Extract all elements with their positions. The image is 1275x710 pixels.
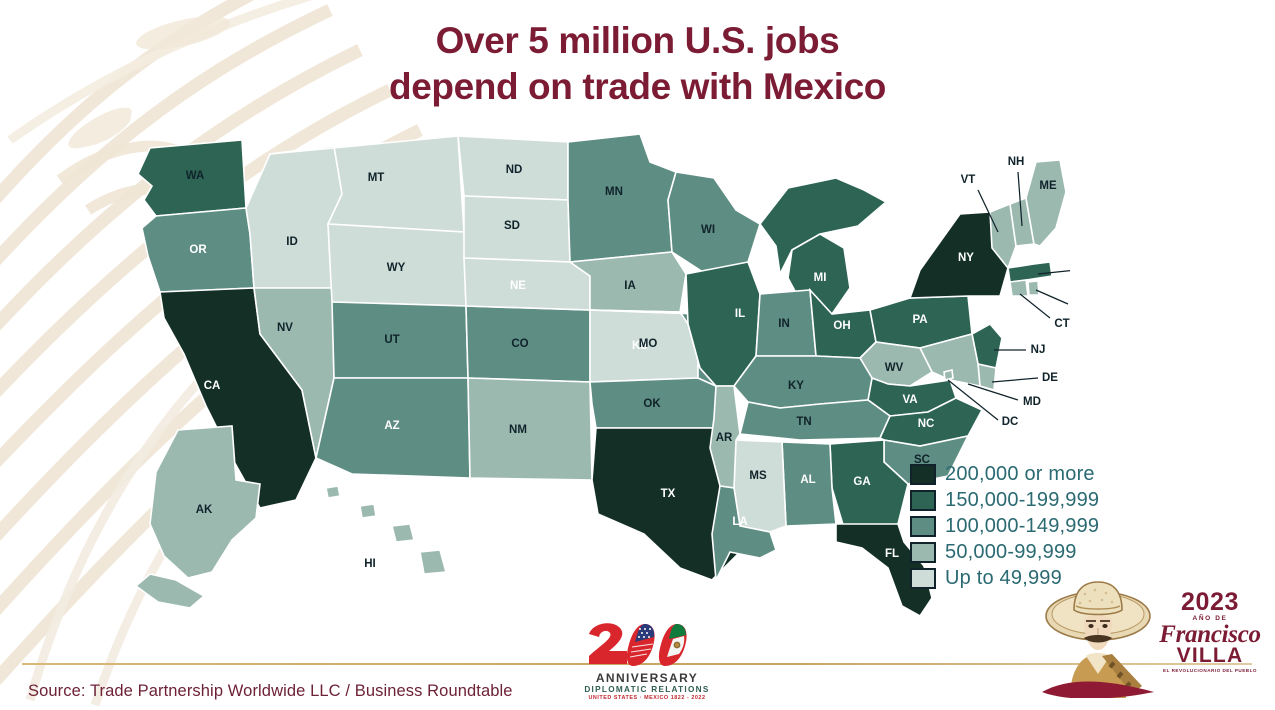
state-label-CT: CT xyxy=(1054,318,1069,330)
state-MN[interactable] xyxy=(567,133,677,263)
anniversary-mark-icon xyxy=(589,623,687,666)
legend-swatch-3 xyxy=(910,542,936,563)
state-AK2[interactable] xyxy=(134,573,206,609)
state-NM[interactable] xyxy=(467,377,593,481)
state-ND[interactable] xyxy=(457,135,569,201)
anniversary-line-2: DIPLOMATIC RELATIONS xyxy=(584,685,710,695)
legend-item[interactable]: 100,000-149,999 xyxy=(910,514,1099,539)
francisco-villa-logo: 2023 AÑO DE Francisco VILLA EL REVOLUCIO… xyxy=(1040,576,1268,704)
leader-line-DE xyxy=(991,377,1039,383)
state-WA[interactable] xyxy=(137,139,247,217)
leader-line-CT xyxy=(1019,293,1051,319)
state-OH[interactable] xyxy=(808,287,877,359)
state-RI[interactable] xyxy=(1027,280,1040,296)
state-KY[interactable] xyxy=(732,355,873,409)
state-label-HI: HI xyxy=(364,558,376,570)
villa-first-name: Francisco xyxy=(1159,620,1261,648)
state-MA[interactable] xyxy=(1007,261,1053,283)
villa-last-name: VILLA xyxy=(1176,643,1244,667)
state-ME[interactable] xyxy=(1025,159,1067,247)
state-WI[interactable] xyxy=(667,171,761,275)
legend-label-0: 200,000 or more xyxy=(945,463,1095,485)
state-label-DC: DC xyxy=(1002,416,1019,428)
legend-swatch-4 xyxy=(910,568,936,589)
state-IN[interactable] xyxy=(755,289,817,357)
legend-label-1: 150,000-199,999 xyxy=(945,489,1100,511)
state-label-NH: NH xyxy=(1008,156,1025,168)
villa-text-block: 2023 AÑO DE Francisco VILLA EL REVOLUCIO… xyxy=(1152,590,1268,673)
page-title: Over 5 million U.S. jobs depend on trade… xyxy=(0,18,1275,110)
legend-item[interactable]: 200,000 or more xyxy=(910,462,1099,487)
villa-year: 2023 xyxy=(1180,588,1239,616)
state-label-NJ: NJ xyxy=(1031,344,1046,356)
map-legend: 200,000 or more 150,000-199,999 100,000-… xyxy=(910,462,1099,592)
state-DC[interactable] xyxy=(943,369,954,381)
state-HI2[interactable] xyxy=(359,503,377,519)
anniversary-logo: ANNIVERSARY DIPLOMATIC RELATIONS UNITED … xyxy=(583,620,711,706)
state-AL[interactable] xyxy=(781,441,837,527)
state-CO[interactable] xyxy=(465,305,591,383)
state-MS[interactable] xyxy=(733,439,787,533)
state-KS[interactable] xyxy=(589,309,699,383)
state-SD[interactable] xyxy=(463,195,571,263)
state-label-MD: MD xyxy=(1023,396,1041,408)
state-WY[interactable] xyxy=(327,223,467,307)
villa-portrait-icon xyxy=(1042,581,1154,698)
state-HI4[interactable] xyxy=(419,549,448,575)
title-line-2: depend on trade with Mexico xyxy=(389,65,886,107)
state-TN[interactable] xyxy=(738,399,891,441)
villa-tagline: EL REVOLUCIONARIO DEL PUEBLO xyxy=(1163,667,1257,673)
legend-label-3: 50,000-99,999 xyxy=(945,541,1077,563)
state-OR[interactable] xyxy=(141,207,255,293)
legend-swatch-0 xyxy=(910,464,936,485)
state-AZ[interactable] xyxy=(315,377,471,479)
state-OK[interactable] xyxy=(589,377,721,429)
state-label-DE: DE xyxy=(1042,372,1058,384)
state-HI[interactable] xyxy=(325,485,341,499)
state-CT[interactable] xyxy=(1009,279,1029,297)
legend-swatch-1 xyxy=(910,490,936,511)
state-HI3[interactable] xyxy=(391,523,415,543)
legend-label-2: 100,000-149,999 xyxy=(945,515,1100,537)
state-UT[interactable] xyxy=(331,301,469,379)
state-ID[interactable] xyxy=(245,145,343,289)
source-citation: Source: Trade Partnership Worldwide LLC … xyxy=(28,682,513,700)
title-line-1: Over 5 million U.S. jobs xyxy=(435,20,840,61)
leader-line-RI xyxy=(1035,289,1069,305)
anniversary-line-3: UNITED STATES · MEXICO 1822 - 2022 xyxy=(588,695,706,702)
legend-item[interactable]: 50,000-99,999 xyxy=(910,540,1099,565)
legend-swatch-2 xyxy=(910,516,936,537)
state-label-VT: VT xyxy=(961,174,976,186)
legend-item[interactable]: 150,000-199,999 xyxy=(910,488,1099,513)
state-NE[interactable] xyxy=(463,257,591,311)
anniversary-line-1: ANNIVERSARY xyxy=(595,671,699,685)
